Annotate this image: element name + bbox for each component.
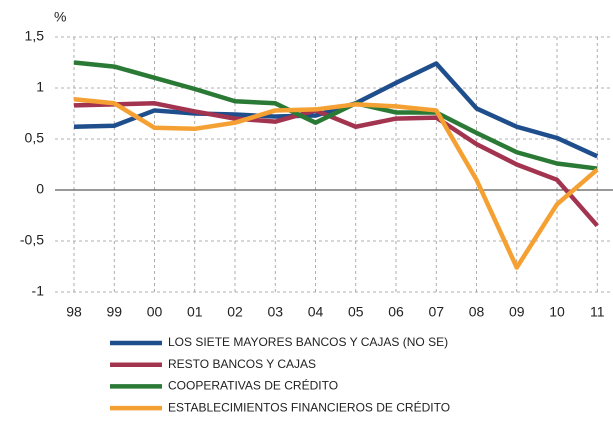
series-line [73,60,598,171]
y-tick-label: 1 [36,79,44,95]
y-tick-label: 0 [36,181,44,197]
y-tick-label: -0,5 [20,232,44,248]
x-tick-label: 99 [106,304,122,320]
legend-label: RESTO BANCOS Y CAJAS [168,357,316,371]
legend-label: COOPERATIVAS DE CRÉDITO [168,378,338,393]
y-axis-unit: % [54,9,66,25]
x-tick-label: 11 [590,304,605,320]
x-tick-label: 10 [549,304,565,320]
x-tick-label: 01 [187,304,203,320]
series-line [73,101,599,228]
series-line [73,96,599,270]
legend-label: LOS SIETE MAYORES BANCOS Y CAJAS (NO SE) [168,335,448,349]
x-tick-label: 02 [227,304,243,320]
x-tick-label: 03 [267,304,283,320]
x-tick-label: 06 [388,304,404,320]
x-tick-label: 07 [428,304,444,320]
y-tick-label: 0,5 [25,130,45,146]
x-tick-label: 05 [348,304,364,320]
x-tick-label: 04 [308,304,324,320]
y-tick-label: -1 [32,283,45,299]
series-line [73,61,599,159]
x-tick-label: 09 [509,304,525,320]
x-tick-label: 00 [147,304,163,320]
x-tick-label: 98 [66,304,82,320]
legend-label: ESTABLECIMIENTOS FINANCIEROS DE CRÉDITO [168,399,450,414]
x-tick-label: 08 [469,304,485,320]
y-tick-label: 1,5 [25,28,45,44]
